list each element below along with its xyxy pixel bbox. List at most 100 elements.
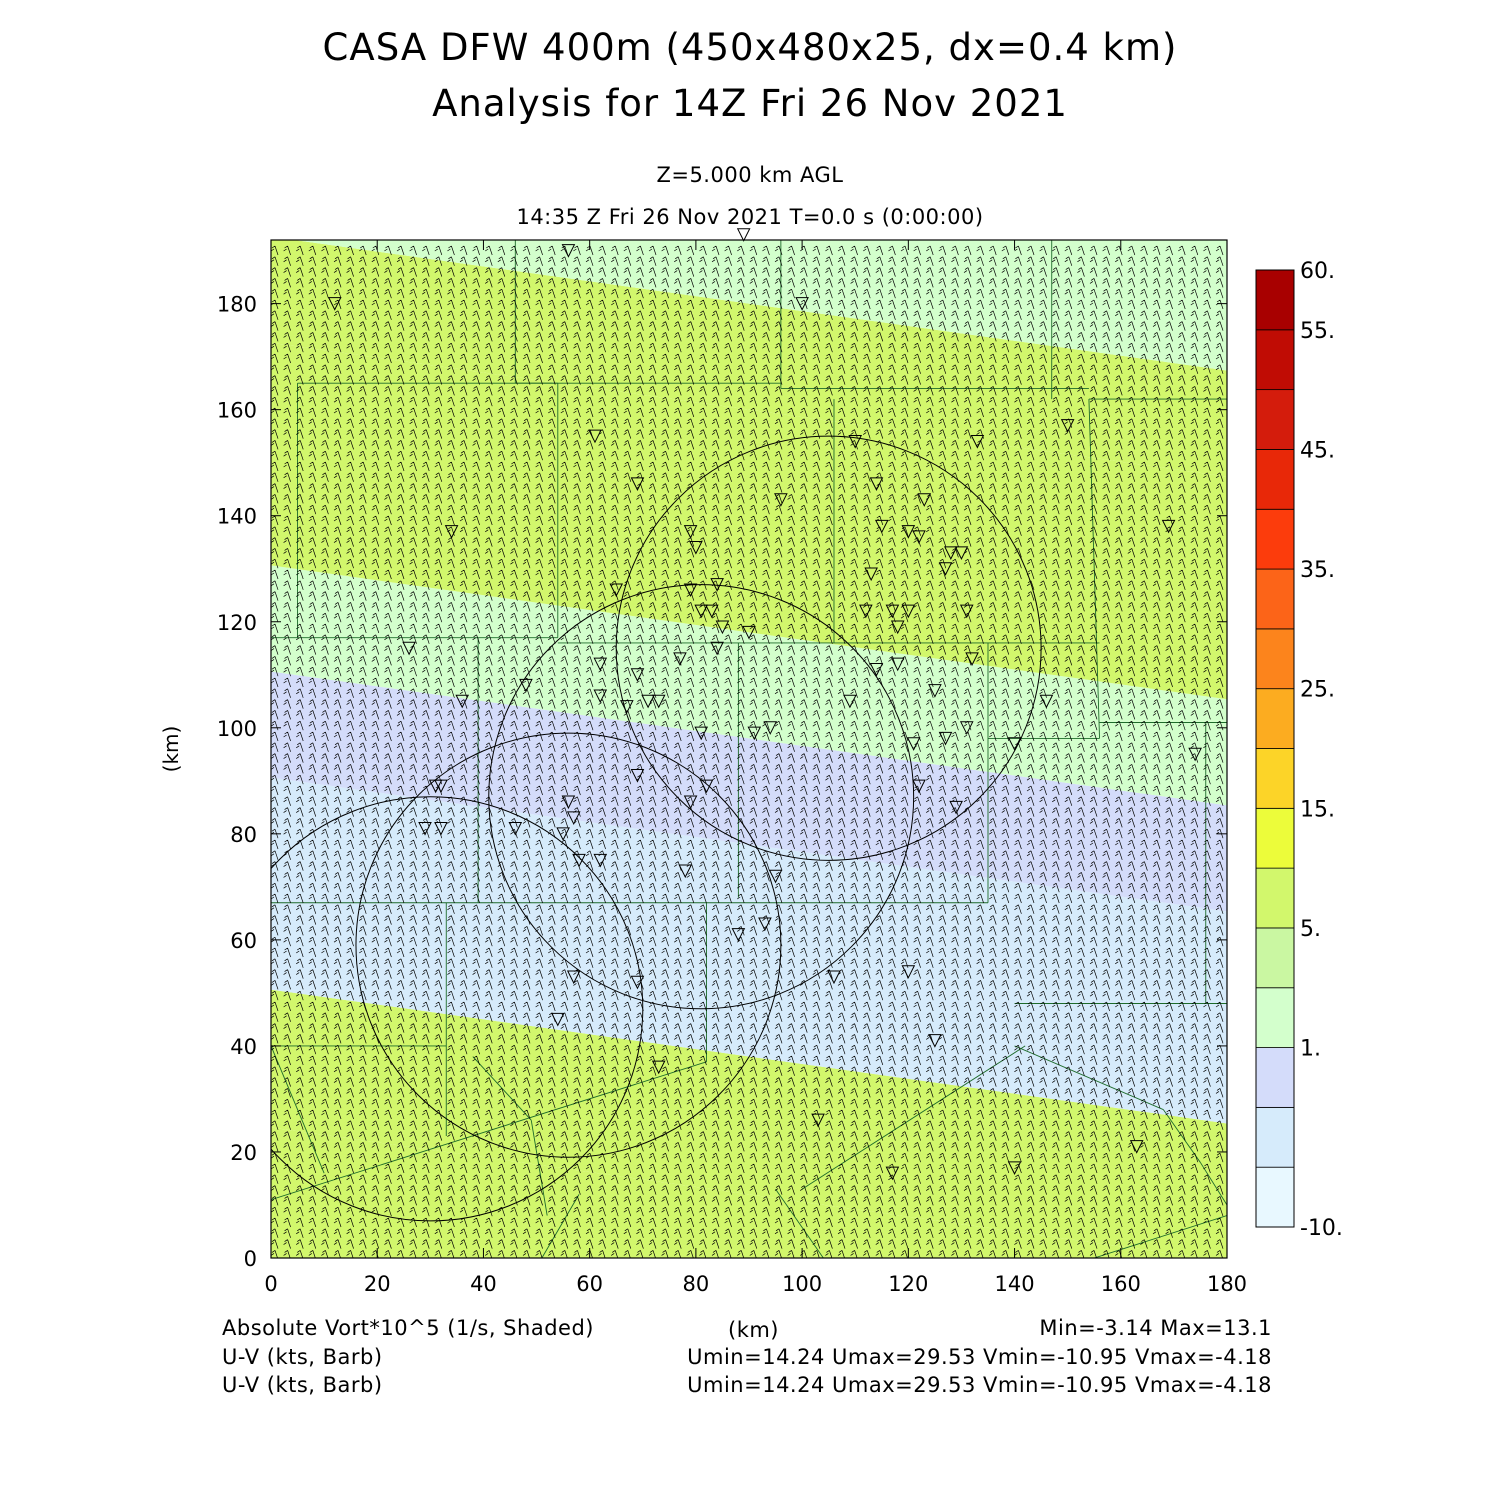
station-marker bbox=[970, 434, 985, 449]
station-marker bbox=[959, 721, 974, 735]
colorbar: -10. 1. 5. 15. 25. 35. 45. 55. 60. bbox=[1255, 259, 1343, 1241]
station-marker bbox=[938, 562, 953, 576]
station-marker bbox=[869, 477, 884, 492]
station-marker bbox=[694, 604, 709, 619]
colorbar-frame bbox=[1255, 269, 1295, 1228]
station-marker bbox=[641, 694, 655, 709]
station-marker bbox=[694, 726, 709, 741]
colorbar-segment bbox=[1255, 449, 1295, 510]
station-marker bbox=[566, 970, 581, 985]
x-tick-label: 100 bbox=[782, 1272, 822, 1296]
station-marker bbox=[561, 795, 576, 810]
radar-ring bbox=[488, 584, 915, 1010]
vorticity-band bbox=[271, 989, 1227, 1258]
y-tick-label: 80 bbox=[230, 823, 257, 847]
barb-label-2: U-V (kts, Barb) bbox=[222, 1373, 383, 1397]
station-marker bbox=[912, 779, 926, 794]
station-marker bbox=[944, 546, 958, 560]
x-tick-label: 20 bbox=[364, 1272, 391, 1296]
y-axis-label: (km) bbox=[159, 726, 183, 773]
station-marker bbox=[561, 244, 576, 258]
chart-subtitle: Analysis for 14Z Fri 26 Nov 2021 bbox=[432, 82, 1068, 125]
county-line bbox=[271, 1045, 325, 1174]
y-tick-label: 160 bbox=[217, 399, 257, 423]
station-marker bbox=[1129, 1140, 1144, 1154]
colorbar-segment bbox=[1255, 748, 1295, 809]
station-marker bbox=[418, 822, 432, 836]
station-marker bbox=[593, 657, 608, 672]
station-marker bbox=[630, 769, 645, 783]
colorbar-label: 35. bbox=[1300, 558, 1335, 583]
station-marker bbox=[928, 1034, 942, 1048]
radar-range-rings bbox=[271, 435, 1042, 1222]
colorbar-segment bbox=[1255, 1166, 1295, 1228]
station-marker bbox=[678, 864, 693, 879]
station-marker bbox=[768, 869, 783, 884]
y-tick-label: 180 bbox=[217, 293, 257, 317]
vorticity-band bbox=[271, 777, 1227, 1124]
colorbar-segment bbox=[1255, 807, 1295, 869]
station-marker bbox=[742, 625, 756, 640]
station-marker bbox=[455, 694, 470, 709]
field-label: Absolute Vort*10^5 (1/s, Shaded) bbox=[222, 1316, 594, 1340]
station-marker bbox=[673, 652, 687, 666]
station-marker bbox=[699, 779, 714, 794]
station-marker bbox=[811, 1113, 825, 1128]
radar-ring bbox=[271, 796, 644, 1222]
station-marker bbox=[859, 604, 873, 619]
station-marker bbox=[572, 853, 586, 868]
station-marker bbox=[874, 519, 889, 534]
station-markers bbox=[327, 228, 1202, 1181]
station-marker bbox=[683, 583, 698, 598]
station-marker bbox=[620, 700, 634, 714]
county-line bbox=[1200, 1162, 1227, 1206]
station-marker bbox=[630, 668, 645, 682]
colorbar-segment bbox=[1255, 1047, 1295, 1108]
colorbar-segment bbox=[1255, 508, 1295, 570]
station-marker bbox=[327, 297, 342, 311]
station-marker bbox=[763, 721, 778, 735]
county-line bbox=[1014, 1045, 1164, 1110]
station-marker bbox=[651, 1060, 666, 1075]
station-marker bbox=[869, 662, 884, 677]
station-marker bbox=[901, 604, 916, 619]
station-marker bbox=[949, 800, 963, 815]
wind-barbs bbox=[271, 245, 1224, 1258]
y-tick-label: 20 bbox=[230, 1141, 257, 1165]
radar-ring bbox=[615, 435, 1042, 861]
y-axis-title: (km) bbox=[159, 726, 183, 773]
station-marker bbox=[938, 731, 953, 746]
station-marker bbox=[795, 297, 809, 311]
colorbar-label: 25. bbox=[1300, 678, 1335, 703]
station-marker bbox=[774, 493, 788, 507]
station-marker bbox=[928, 684, 942, 698]
chart-title: CASA DFW 400m (450x480x25, dx=0.4 km) bbox=[322, 26, 1178, 69]
colorbar-label: 1. bbox=[1300, 1037, 1321, 1062]
y-tick-label: 40 bbox=[230, 1035, 257, 1059]
x-tick-label: 80 bbox=[683, 1272, 710, 1296]
vorticity-band bbox=[271, 342, 1227, 700]
colorbar-segment bbox=[1255, 987, 1295, 1048]
colorbar-segment bbox=[1255, 927, 1295, 989]
station-marker bbox=[593, 853, 608, 868]
county-line bbox=[530, 1120, 548, 1216]
station-marker bbox=[710, 578, 724, 592]
level-label: Z=5.000 km AGL bbox=[656, 163, 844, 187]
colorbar-label: 55. bbox=[1300, 319, 1335, 344]
station-marker bbox=[885, 604, 900, 619]
station-marker bbox=[965, 652, 979, 666]
station-marker bbox=[593, 689, 608, 704]
station-marker bbox=[747, 726, 762, 741]
barb-label-1: U-V (kts, Barb) bbox=[222, 1345, 383, 1369]
station-marker bbox=[890, 620, 905, 635]
colorbar-label: -10. bbox=[1300, 1216, 1343, 1241]
station-marker bbox=[848, 434, 863, 449]
station-marker bbox=[954, 546, 969, 560]
station-marker bbox=[683, 795, 698, 810]
plot-frame bbox=[270, 239, 1228, 1259]
colorbar-segment bbox=[1255, 568, 1295, 630]
vorticity-band bbox=[271, 240, 1227, 477]
station-marker bbox=[630, 975, 645, 990]
colorbar-label: 45. bbox=[1300, 438, 1335, 463]
